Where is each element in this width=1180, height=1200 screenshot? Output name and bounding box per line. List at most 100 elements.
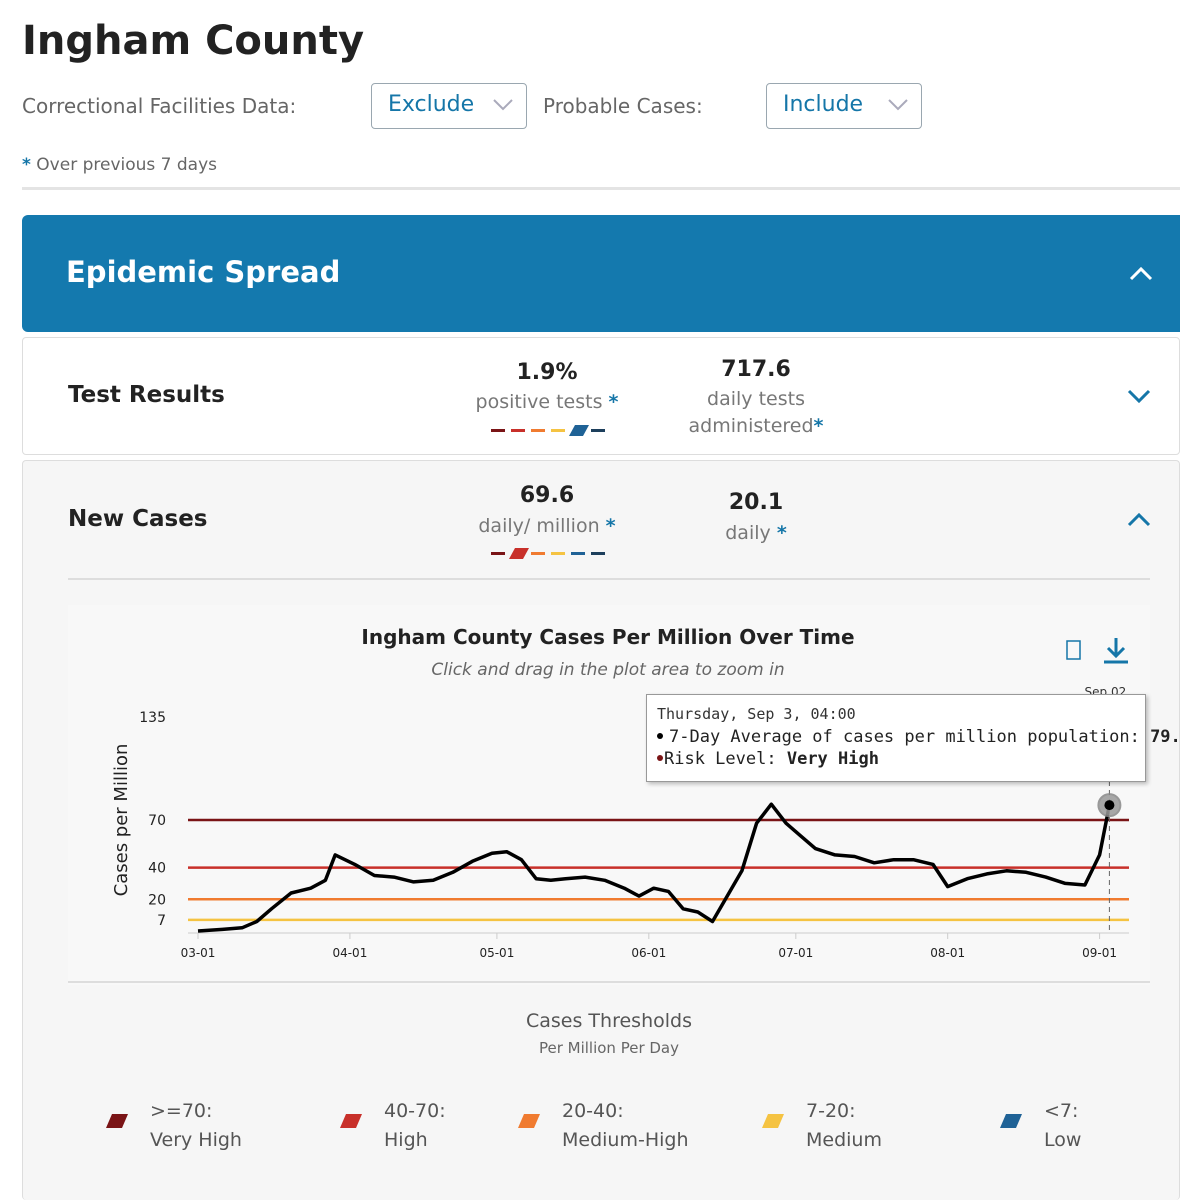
divider xyxy=(22,187,1180,190)
metric-label-wrap: positive tests * xyxy=(447,389,647,416)
swatch-shape xyxy=(762,1114,784,1128)
y-tick-label: 20 xyxy=(148,892,166,908)
y-axis-label: Cases per Million xyxy=(111,744,132,897)
x-tick-label: 03-01 xyxy=(181,946,216,960)
metric-title: New Cases xyxy=(68,506,208,532)
tooltip-value: 79.4 xyxy=(1150,727,1180,747)
metric-label: daily xyxy=(725,522,771,544)
metric-label-wrap: daily/ million * xyxy=(447,513,647,540)
line-series xyxy=(197,802,1112,933)
page-title: Ingham County xyxy=(22,18,365,64)
x-tick-label: 07-01 xyxy=(778,946,813,960)
note: * Over previous 7 days xyxy=(22,155,217,175)
download-button[interactable] xyxy=(1104,638,1128,664)
tooltip-label: 7-Day Average of cases per million popul… xyxy=(669,727,1140,747)
legend-level: Low xyxy=(1044,1129,1082,1151)
x-tick-label: 06-01 xyxy=(631,946,666,960)
metric-value: 1.9% xyxy=(516,360,578,385)
y-tick-label: 135 xyxy=(139,710,166,726)
hover-point-core xyxy=(1104,800,1115,811)
legend-range: 7-20: xyxy=(806,1100,856,1122)
y-tick-label: 7 xyxy=(157,913,166,929)
asterisk: * xyxy=(813,415,824,437)
collapse-icon[interactable] xyxy=(1128,266,1154,282)
metric-value: 69.6 xyxy=(519,483,575,508)
metric-row[interactable] xyxy=(22,337,1180,455)
tooltip: Thursday, Sep 3, 04:00 7-Day Average of … xyxy=(646,694,1180,782)
legend-swatch xyxy=(1000,1114,1022,1128)
bullet xyxy=(657,754,663,761)
asterisk: * xyxy=(776,522,787,544)
x-tick-label: 05-01 xyxy=(479,946,514,960)
legend-range: 40-70: xyxy=(384,1100,446,1122)
dropdown[interactable]: Exclude xyxy=(371,83,527,129)
metric-label: positive tests xyxy=(475,391,603,413)
legend-swatch xyxy=(106,1114,128,1128)
risk-dash xyxy=(491,429,505,432)
asterisk: * xyxy=(605,515,616,537)
legend-range: >=70: xyxy=(150,1100,213,1122)
filter-label: Probable Cases: xyxy=(543,94,703,118)
risk-dash xyxy=(551,429,565,432)
legend-level: Very High xyxy=(150,1129,242,1151)
y-tick-label: 70 xyxy=(148,813,166,829)
x-tick-label: 04-01 xyxy=(332,946,367,960)
chart-background xyxy=(68,605,1150,985)
risk-dash xyxy=(551,552,565,555)
collapse-icon[interactable] xyxy=(1127,513,1151,527)
bullet xyxy=(657,732,663,739)
metric-label-wrap: daily * xyxy=(656,520,856,547)
filter-label: Correctional Facilities Data: xyxy=(22,94,297,118)
chart-subtitle: Click and drag in the plot area to zoom … xyxy=(431,660,784,680)
tooltip-label: Risk Level: xyxy=(664,749,777,769)
legend-range: 20-40: xyxy=(562,1100,624,1122)
x-tick-label: 08-01 xyxy=(930,946,965,960)
risk-dash xyxy=(591,429,605,432)
asterisk: * xyxy=(22,155,31,175)
legend-swatch xyxy=(762,1114,784,1128)
section-header[interactable] xyxy=(22,215,1180,332)
chevron xyxy=(888,99,908,111)
metric-value: 717.6 xyxy=(721,357,791,382)
dropdown[interactable]: Include xyxy=(766,83,922,129)
metric-label: daily/ million xyxy=(478,515,600,537)
dropdown-value: Exclude xyxy=(388,92,475,117)
swatch-shape xyxy=(340,1114,362,1128)
asterisk: * xyxy=(608,391,619,413)
tooltip-row: Risk Level: Very High xyxy=(657,749,1135,769)
swatch-shape xyxy=(1000,1114,1022,1128)
risk-dash xyxy=(509,548,529,559)
x-tick-label: 09-01 xyxy=(1082,946,1117,960)
expand-icon[interactable] xyxy=(1127,389,1151,403)
swatch-shape xyxy=(106,1114,128,1128)
chart: Ingham County Cases Per Million Over Tim… xyxy=(68,605,1150,985)
y-tick-label: 40 xyxy=(148,861,166,877)
chart-title: Ingham County Cases Per Million Over Tim… xyxy=(361,625,854,649)
risk-dash xyxy=(531,429,545,432)
tooltip-risk: Very High xyxy=(786,749,879,769)
metric-label: daily tests administered xyxy=(688,388,814,437)
swatch-shape xyxy=(518,1114,540,1128)
legend-level: Medium-High xyxy=(562,1129,689,1151)
legend-level: Medium xyxy=(806,1129,882,1151)
risk-dash xyxy=(591,552,605,555)
metric-title: Test Results xyxy=(68,382,225,408)
divider xyxy=(68,578,1150,580)
tooltip-date: Thursday, Sep 3, 04:00 xyxy=(657,705,856,723)
legend-range: <7: xyxy=(1044,1100,1079,1122)
risk-dash xyxy=(511,429,525,432)
legend-subtitle: Per Million Per Day xyxy=(538,1039,680,1057)
tooltip-row: 7-Day Average of cases per million popul… xyxy=(657,727,1180,747)
risk-dash xyxy=(571,552,585,555)
legend-level: High xyxy=(384,1129,428,1151)
download-icon xyxy=(1104,638,1128,664)
risk-dash xyxy=(491,552,505,555)
note-text: Over previous 7 days xyxy=(36,155,218,175)
legend-swatch xyxy=(340,1114,362,1128)
metric-label-wrap: daily tests administered* xyxy=(671,386,841,440)
legend-title: Cases Thresholds xyxy=(526,1010,692,1032)
chevron xyxy=(493,99,513,111)
fullscreen-button[interactable] xyxy=(1066,640,1081,660)
legend-swatch xyxy=(518,1114,540,1128)
